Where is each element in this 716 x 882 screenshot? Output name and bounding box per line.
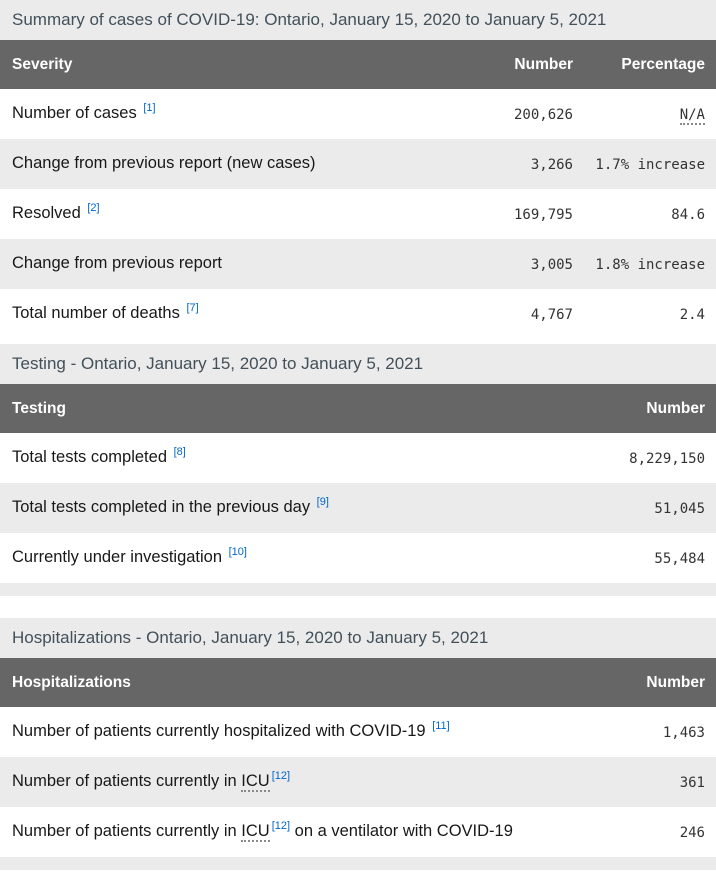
severity-table-caption: Summary of cases of COVID-19: Ontario, J… xyxy=(0,0,716,40)
footnote-link[interactable]: [2] xyxy=(87,201,100,214)
row-label: Total tests completed in the previous da… xyxy=(12,495,329,516)
table-row: Number of patients currently hospitalize… xyxy=(0,707,716,757)
row-label: Currently under investigation [10] xyxy=(12,545,247,566)
row-value: 1,463 xyxy=(662,725,705,741)
table-row: Number of patients currently in ICU [12] 3… xyxy=(0,757,716,807)
hospitalizations-table: Hospitalizations - Ontario, January 15, … xyxy=(0,618,716,870)
table-row: Change from previous report 3,005 1.8% inc… xyxy=(0,239,716,289)
footnote-link[interactable]: [8] xyxy=(173,445,186,458)
row-value: 3,266 xyxy=(530,157,573,173)
row-label: Number of patients currently hospitalize… xyxy=(12,719,450,740)
row-value: 1.8% increase xyxy=(595,257,705,273)
abbreviation-term: N/A xyxy=(679,107,705,125)
row-label: Number of cases [1] xyxy=(12,101,156,122)
row-label: Resolved [2] xyxy=(12,201,100,222)
row-value: 55,484 xyxy=(654,551,705,567)
table-row: Change from previous report (new cases) 3… xyxy=(0,139,716,189)
row-value: 8,229,150 xyxy=(629,451,705,467)
header-row: Testing Number xyxy=(0,384,716,433)
row-value: 169,795 xyxy=(513,207,573,223)
table-row: Resolved [2] 169,795 84.6 xyxy=(0,189,716,239)
header-row: Severity Number Percentage xyxy=(0,40,716,89)
hospitalizations-table-header: Hospitalizations Number xyxy=(0,658,716,707)
empty-cell xyxy=(0,857,716,870)
testing-table-header: Testing Number xyxy=(0,384,716,433)
footnote-link[interactable]: [10] xyxy=(228,545,247,558)
column-header-number: Number xyxy=(573,384,716,433)
row-value: 361 xyxy=(679,775,705,791)
table-row: Currently under investigation [10] 55,484 xyxy=(0,533,716,583)
severity-table: Summary of cases of COVID-19: Ontario, J… xyxy=(0,0,716,339)
footnote-link[interactable]: [9] xyxy=(316,495,329,508)
row-label: Number of patients currently in ICU [12] … xyxy=(12,819,513,842)
row-label: Total number of deaths [7] xyxy=(12,301,199,322)
row-value: 1.7% increase xyxy=(595,157,705,173)
row-label: Change from previous report xyxy=(12,254,223,272)
empty-cell xyxy=(0,583,716,596)
abbreviation-term: ICU xyxy=(241,822,270,842)
row-value: 84.6 xyxy=(671,207,705,223)
table-row: Total tests completed in the previous da… xyxy=(0,483,716,533)
column-header-number: Number xyxy=(573,658,716,707)
header-row: Hospitalizations Number xyxy=(0,658,716,707)
row-label: Number of patients currently in ICU [12] xyxy=(12,769,291,792)
table-row: Number of patients currently in ICU [12] … xyxy=(0,807,716,857)
row-value: 2.4 xyxy=(679,307,705,323)
abbreviation-term: ICU xyxy=(241,772,270,792)
testing-table: Testing - Ontario, January 15, 2020 to J… xyxy=(0,344,716,596)
row-value: N/A xyxy=(585,89,716,139)
column-header-percentage: Percentage xyxy=(585,40,716,89)
column-header-testing: Testing xyxy=(0,384,573,433)
table-row: Total tests completed [8] 8,229,150 xyxy=(0,433,716,483)
footnote-link[interactable]: [12] xyxy=(271,819,291,832)
empty-spacer-row xyxy=(0,857,716,870)
table-row: Number of cases [1] 200,626 N/A xyxy=(0,89,716,139)
row-label: Change from previous report (new cases) xyxy=(12,154,316,172)
footnote-link[interactable]: [11] xyxy=(432,719,450,732)
row-value: 3,005 xyxy=(530,257,573,273)
row-value: 246 xyxy=(679,825,705,841)
footnote-link[interactable]: [12] xyxy=(271,769,291,782)
hospitalizations-table-caption: Hospitalizations - Ontario, January 15, … xyxy=(0,618,716,658)
empty-spacer-row xyxy=(0,583,716,596)
severity-table-header: Severity Number Percentage xyxy=(0,40,716,89)
column-header-number: Number xyxy=(421,40,585,89)
column-header-severity: Severity xyxy=(0,40,421,89)
footnote-link[interactable]: [7] xyxy=(186,301,199,314)
row-value: 4,767 xyxy=(530,307,573,323)
column-header-hospitalizations: Hospitalizations xyxy=(0,658,573,707)
row-value: 200,626 xyxy=(513,107,573,123)
footnote-link[interactable]: [1] xyxy=(143,101,156,114)
row-value: 51,045 xyxy=(654,501,705,517)
row-label: Total tests completed [8] xyxy=(12,445,186,466)
testing-table-caption: Testing - Ontario, January 15, 2020 to J… xyxy=(0,344,716,384)
table-row: Total number of deaths [7] 4,767 2.4 xyxy=(0,289,716,339)
